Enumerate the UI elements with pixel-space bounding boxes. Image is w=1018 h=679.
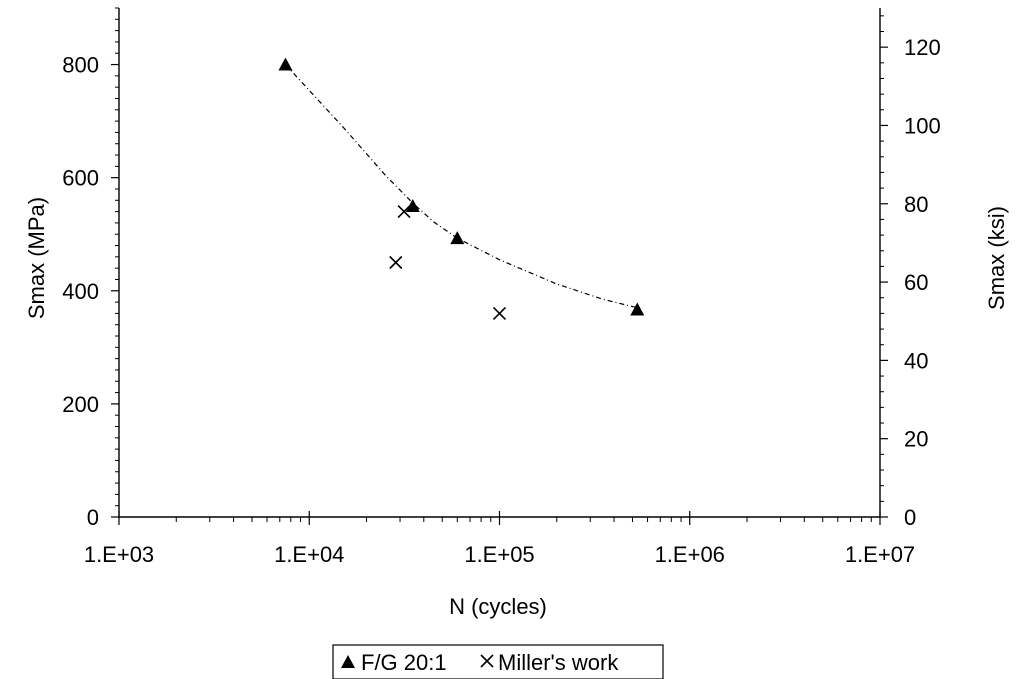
trendline-layer	[285, 64, 638, 309]
legend-triangle-marker	[341, 655, 355, 668]
y2-tick-label: 60	[904, 270, 928, 295]
legend-label-fg: F/G 20:1	[361, 650, 447, 675]
plot-area	[118, 8, 881, 518]
y2-tick-label: 0	[904, 505, 916, 530]
y2-tick-label: 20	[904, 427, 928, 452]
y2-tick-label: 100	[904, 113, 941, 138]
legend: F/G 20:1 Miller's work	[332, 644, 664, 679]
x-tick-label: 1.E+03	[84, 542, 154, 567]
legend-x-marker	[480, 654, 494, 668]
x-axis-ticks: 1.E+03 1.E+04 1.E+05 1.E+06 1.E+07	[84, 511, 915, 567]
legend-box	[332, 644, 664, 679]
data-point-triangle	[450, 231, 465, 245]
y-axis-title: Smax (MPa)	[24, 197, 49, 319]
y-tick-label: 600	[62, 166, 99, 191]
y2-axis-ticks: 0 20 40 60 80 100 120	[880, 35, 941, 530]
data-points-layer	[278, 57, 645, 320]
y-tick-label: 400	[62, 279, 99, 304]
data-point-x	[389, 255, 403, 270]
y-tick-label: 200	[62, 392, 99, 417]
y-axis-ticks: 0 200 400 600 800	[62, 53, 119, 530]
y2-axis-title: Smax (ksi)	[984, 206, 1009, 310]
data-point-x	[397, 205, 411, 219]
x-tick-label: 1.E+07	[845, 542, 915, 567]
data-point-x	[492, 306, 507, 320]
legend-label-miller: Miller's work	[498, 650, 619, 675]
data-point-triangle	[630, 302, 645, 316]
y2-tick-label: 120	[904, 35, 941, 60]
trendline-fg	[285, 64, 638, 309]
data-point-triangle	[405, 198, 420, 212]
x-tick-label: 1.E+05	[464, 542, 534, 567]
x-axis-title: N (cycles)	[449, 594, 547, 619]
y2-tick-label: 80	[904, 192, 928, 217]
minor-ticks	[115, 7, 884, 522]
y-tick-label: 800	[62, 53, 99, 78]
y2-tick-label: 40	[904, 348, 928, 373]
data-point-triangle	[278, 57, 293, 71]
x-tick-label: 1.E+04	[274, 542, 344, 567]
x-tick-label: 1.E+06	[655, 542, 725, 567]
y-tick-label: 0	[87, 505, 99, 530]
